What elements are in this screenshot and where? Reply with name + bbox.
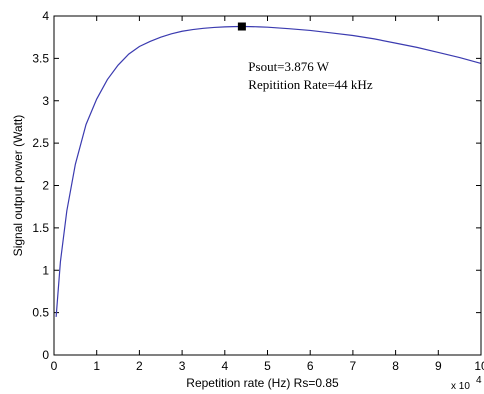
y-tick-label: 2.5 bbox=[32, 136, 49, 150]
plot-frame bbox=[53, 15, 482, 356]
ticks-layer: 0 1 2 3 4 5 6 7 8 9 10 0 0.5 1 1.5 2 2.5 3 3.5 4 bbox=[32, 9, 484, 373]
y-tick-label: 0.5 bbox=[32, 306, 49, 320]
y-tick-label: 3.5 bbox=[32, 51, 49, 65]
x-axis-multiplier-exponent: 4 bbox=[476, 375, 482, 386]
x-axis-multiplier: x 10 bbox=[451, 381, 470, 392]
annotation-power: Psout=3.876 W bbox=[248, 59, 329, 74]
x-axis-label: Repetition rate (Hz) Rs=0.85 bbox=[186, 376, 339, 390]
y-tick-label: 3 bbox=[42, 94, 49, 108]
y-axis-label: Signal output power (Watt) bbox=[11, 115, 25, 257]
y-tick-label: 2 bbox=[42, 179, 49, 193]
x-tick-label: 7 bbox=[350, 359, 357, 373]
plot-background bbox=[54, 16, 481, 355]
x-tick-label: 3 bbox=[179, 359, 186, 373]
y-tick-label: 0 bbox=[42, 348, 49, 362]
y-tick-label: 1 bbox=[42, 263, 49, 277]
y-tick-label: 1.5 bbox=[32, 221, 49, 235]
y-tick-label: 4 bbox=[42, 9, 49, 23]
x-tick-label: 6 bbox=[307, 359, 314, 373]
x-tick-label: 8 bbox=[392, 359, 399, 373]
x-tick-label: 1 bbox=[93, 359, 100, 373]
series-line bbox=[55, 25, 482, 317]
x-tick-label: 10 bbox=[474, 359, 484, 373]
x-tick-label: 2 bbox=[136, 359, 143, 373]
x-tick-label: 9 bbox=[435, 359, 442, 373]
x-tick-label: 5 bbox=[264, 359, 271, 373]
x-tick-label: 0 bbox=[51, 359, 58, 373]
x-tick-label: 4 bbox=[221, 359, 228, 373]
annotation-rate: Repitition Rate=44 kHz bbox=[248, 77, 373, 92]
peak-marker bbox=[237, 22, 246, 31]
